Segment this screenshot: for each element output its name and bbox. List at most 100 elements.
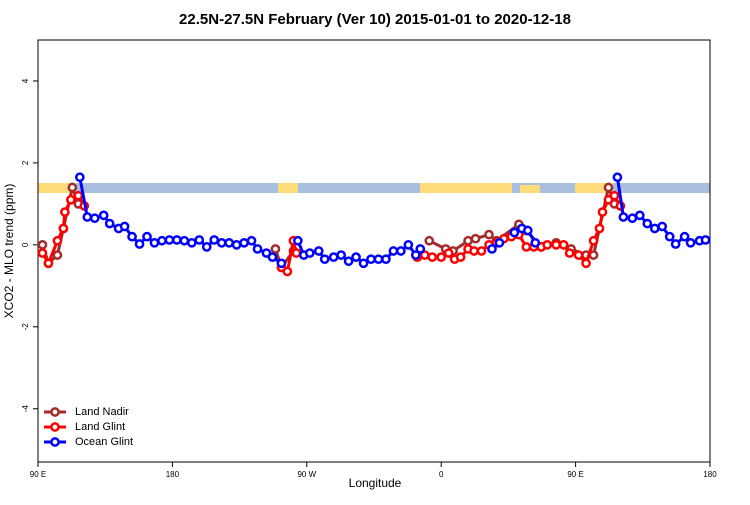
point — [685, 237, 696, 248]
point — [424, 235, 435, 246]
point — [366, 254, 376, 265]
legend-marker — [50, 407, 60, 417]
legend: Land Nadir Land Glint Ocean Glint — [44, 406, 133, 448]
point — [194, 235, 205, 245]
x-tick-label: 0 — [439, 470, 444, 479]
point — [164, 235, 175, 245]
point — [292, 235, 303, 246]
y-tick-label: 4 — [21, 78, 30, 83]
point — [313, 246, 324, 256]
point — [328, 252, 339, 262]
land-strip — [520, 185, 540, 193]
point — [521, 242, 532, 252]
point — [603, 182, 614, 193]
point — [267, 252, 278, 262]
point — [319, 254, 330, 265]
chart-title: 22.5N-27.5N February (Ver 10) 2015-01-01… — [179, 11, 571, 28]
y-tick-label: 0 — [21, 242, 30, 247]
y-tick-label: -4 — [21, 405, 30, 413]
point — [670, 239, 681, 249]
point — [52, 250, 63, 260]
point — [239, 237, 249, 248]
point — [216, 237, 227, 248]
point — [358, 258, 369, 269]
point — [60, 207, 70, 217]
x-tick-label: 90 W — [297, 470, 316, 479]
legend-marker — [50, 422, 60, 432]
land-strip — [38, 183, 76, 193]
x-tick-label: 180 — [166, 470, 180, 479]
point — [142, 231, 152, 242]
x-axis-label: Longitude — [349, 476, 402, 490]
point — [657, 221, 668, 232]
point — [470, 233, 481, 244]
point — [37, 240, 48, 250]
point — [679, 231, 690, 242]
point — [597, 207, 608, 217]
point — [74, 172, 85, 183]
point — [231, 240, 242, 250]
point — [179, 235, 190, 246]
point — [224, 237, 234, 248]
point — [509, 227, 520, 238]
point — [157, 235, 167, 246]
point — [134, 239, 145, 249]
point — [98, 210, 109, 221]
point — [119, 221, 130, 232]
point — [609, 190, 620, 201]
point — [664, 231, 675, 242]
point — [551, 240, 562, 250]
point — [373, 254, 384, 265]
y-tick-label: -2 — [21, 323, 30, 331]
point — [627, 213, 638, 224]
point — [67, 182, 78, 193]
point — [634, 210, 645, 221]
plot-frame — [37, 39, 711, 463]
land-strip — [575, 183, 613, 193]
point — [89, 213, 100, 224]
map-strip — [38, 183, 710, 193]
point — [351, 252, 361, 262]
point — [66, 194, 76, 205]
x-tick-label: 90 E — [30, 470, 46, 479]
point — [436, 252, 447, 262]
point — [573, 250, 584, 260]
point — [282, 266, 293, 277]
point — [43, 258, 54, 269]
point — [252, 244, 263, 254]
x-tick-label: 90 E — [567, 470, 583, 479]
point — [487, 244, 497, 254]
point — [494, 237, 505, 248]
point — [581, 258, 591, 269]
point — [558, 240, 569, 250]
land-strip — [278, 183, 298, 193]
point — [172, 235, 182, 245]
point — [455, 252, 466, 262]
point — [463, 235, 473, 246]
point — [642, 218, 653, 229]
point — [246, 235, 257, 246]
point — [343, 256, 354, 267]
point — [415, 244, 426, 254]
point — [52, 235, 63, 246]
point — [336, 250, 346, 260]
point — [542, 240, 553, 250]
point — [618, 212, 629, 222]
legend-label: Ocean Glint — [75, 436, 133, 448]
y-tick-label: 2 — [21, 160, 30, 165]
point — [37, 248, 48, 258]
x-tick-label: 180 — [703, 470, 717, 479]
point — [484, 229, 494, 240]
ocean-strip — [38, 183, 710, 193]
point — [149, 237, 160, 248]
legend-marker — [50, 437, 60, 447]
point — [530, 237, 541, 248]
point — [588, 235, 599, 246]
point — [612, 172, 623, 183]
point — [276, 258, 287, 269]
y-axis-label: XCO2 - MLO trend (ppm) — [2, 184, 16, 319]
point — [82, 212, 93, 222]
point — [104, 218, 115, 229]
point — [73, 190, 84, 201]
legend-label: Land Glint — [75, 421, 125, 433]
